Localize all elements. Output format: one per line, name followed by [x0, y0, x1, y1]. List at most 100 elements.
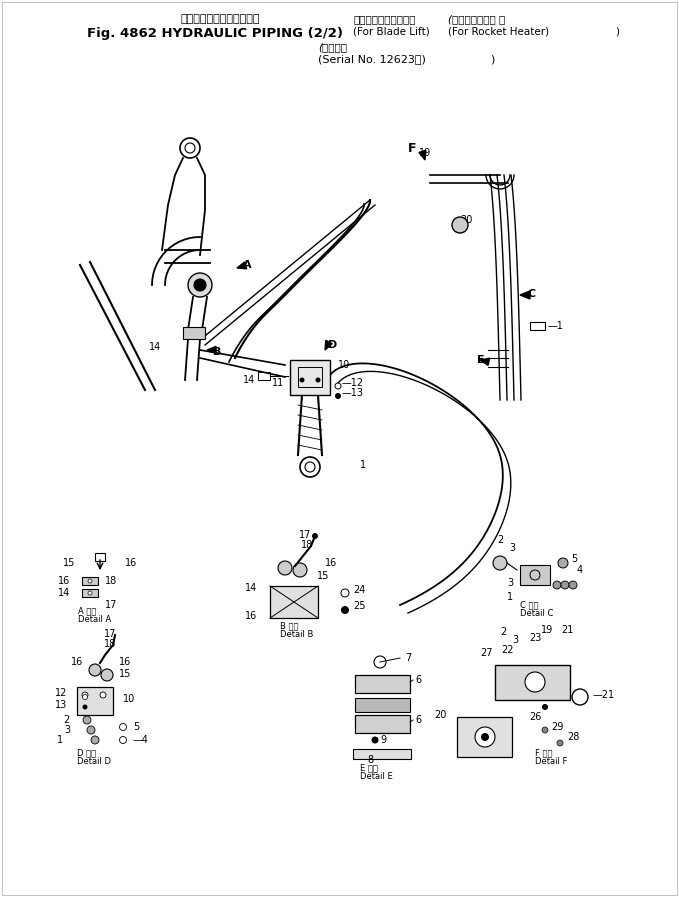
Bar [495, 665, 570, 700]
Circle shape [542, 704, 548, 710]
Circle shape [100, 692, 106, 698]
Text: 3: 3 [64, 725, 70, 735]
Bar [457, 717, 512, 757]
Circle shape [481, 733, 489, 741]
Text: 2: 2 [500, 627, 506, 637]
Text: ): ) [490, 54, 494, 64]
Polygon shape [207, 346, 216, 353]
Circle shape [542, 727, 548, 733]
Text: 3: 3 [512, 635, 518, 645]
Text: 9: 9 [380, 735, 386, 745]
Text: 26: 26 [529, 712, 541, 722]
Circle shape [341, 589, 349, 597]
Circle shape [101, 669, 113, 681]
Bar [258, 372, 270, 380]
Text: 16: 16 [125, 558, 137, 568]
Circle shape [569, 581, 577, 589]
Circle shape [83, 716, 91, 724]
Circle shape [300, 457, 320, 477]
Text: 13: 13 [55, 700, 67, 710]
Circle shape [558, 558, 568, 568]
Bar [355, 698, 410, 712]
Text: E: E [477, 355, 485, 365]
Circle shape [188, 273, 212, 297]
Circle shape [87, 726, 95, 734]
Text: E 詳細: E 詳細 [360, 763, 378, 772]
Text: 16: 16 [244, 611, 257, 621]
Bar [355, 675, 410, 693]
Circle shape [553, 581, 561, 589]
Circle shape [83, 704, 88, 710]
Text: Detail A: Detail A [78, 615, 111, 624]
Circle shape [525, 672, 545, 692]
Text: 6: 6 [415, 715, 421, 725]
Text: B: B [213, 347, 221, 357]
Text: 14: 14 [58, 588, 70, 598]
Circle shape [91, 736, 99, 744]
Text: （ブレードリフト用）: （ブレードリフト用） [353, 14, 416, 24]
Circle shape [371, 736, 378, 744]
Text: 27: 27 [481, 648, 493, 658]
Text: 19: 19 [419, 148, 431, 158]
Text: 14: 14 [149, 342, 161, 352]
Text: —13: —13 [342, 388, 364, 398]
Bar [270, 586, 318, 618]
Text: 14: 14 [243, 375, 255, 385]
Polygon shape [419, 151, 426, 160]
Text: 10: 10 [123, 694, 135, 704]
Text: 18: 18 [301, 540, 313, 550]
Text: D: D [328, 340, 337, 350]
Polygon shape [237, 262, 246, 269]
Bar [298, 367, 322, 387]
Text: (Serial No. 12623～): (Serial No. 12623～) [318, 54, 426, 64]
Text: 22: 22 [500, 645, 513, 655]
Text: 28: 28 [567, 732, 579, 742]
Text: 1: 1 [57, 735, 63, 745]
Circle shape [88, 579, 92, 583]
Text: 14: 14 [244, 583, 257, 593]
Polygon shape [480, 358, 490, 365]
Text: 25: 25 [353, 601, 365, 611]
Circle shape [83, 694, 88, 700]
Bar [530, 322, 545, 330]
Text: 19: 19 [541, 625, 553, 635]
Text: 17: 17 [105, 600, 117, 610]
Circle shape [452, 217, 468, 233]
Text: Detail F: Detail F [535, 757, 568, 766]
Circle shape [89, 664, 101, 676]
Bar [353, 749, 411, 759]
Text: 24: 24 [353, 585, 365, 595]
Text: 1: 1 [507, 592, 513, 602]
Text: 15: 15 [119, 669, 131, 679]
Polygon shape [520, 291, 530, 299]
Text: 8: 8 [367, 755, 373, 765]
Text: 17: 17 [104, 629, 116, 639]
Bar [520, 565, 550, 585]
Text: 21: 21 [561, 625, 573, 635]
Text: —4: —4 [133, 735, 149, 745]
Text: 10: 10 [338, 360, 350, 370]
Text: 29: 29 [551, 722, 563, 732]
Bar [355, 715, 410, 733]
Circle shape [561, 581, 569, 589]
Text: —21: —21 [593, 690, 615, 700]
Text: 16: 16 [325, 558, 337, 568]
Circle shape [341, 606, 349, 614]
Text: F: F [408, 142, 416, 154]
Circle shape [475, 727, 495, 747]
Circle shape [299, 378, 304, 382]
Circle shape [120, 736, 126, 744]
Polygon shape [325, 340, 332, 350]
Bar [82, 589, 98, 597]
Text: 15: 15 [62, 558, 75, 568]
Circle shape [335, 383, 341, 389]
Circle shape [312, 533, 318, 539]
Text: 17: 17 [299, 530, 311, 540]
Text: 1: 1 [360, 460, 366, 470]
Text: 18: 18 [104, 639, 116, 649]
Circle shape [194, 279, 206, 291]
Circle shape [293, 563, 307, 577]
Text: —1: —1 [548, 321, 564, 331]
Text: 23: 23 [529, 633, 541, 643]
Bar [77, 687, 113, 715]
